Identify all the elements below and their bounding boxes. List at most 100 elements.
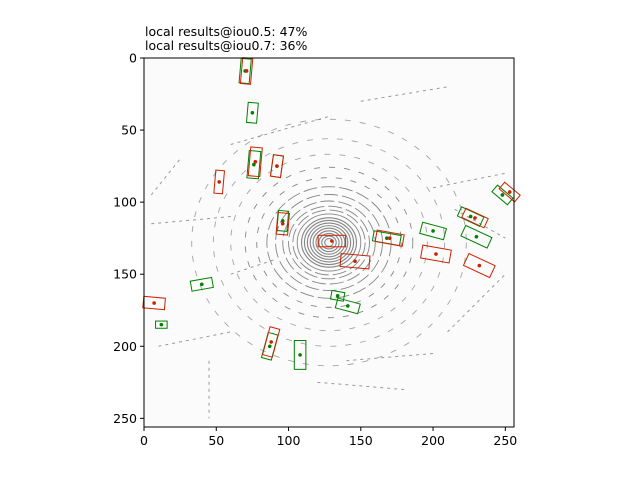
- point-segment: [150, 158, 181, 196]
- point-ring: [266, 186, 392, 299]
- point-ring: [321, 235, 337, 250]
- predicted-box: [213, 169, 226, 195]
- predicted-box-center: [477, 263, 482, 268]
- point-segment: [360, 86, 448, 102]
- point-ring: [244, 166, 414, 319]
- y-tick-label: 0: [129, 51, 137, 66]
- y-tick-label: 200: [113, 339, 137, 354]
- ground-truth-box: [293, 340, 307, 370]
- predicted-box-center: [269, 340, 273, 344]
- predicted-box-center: [244, 69, 249, 73]
- predicted-box: [247, 146, 263, 178]
- ground-truth-box-outline: [491, 184, 514, 206]
- point-ring: [300, 217, 358, 268]
- ground-truth-box-center: [159, 322, 164, 327]
- predicted-box-outline: [269, 154, 285, 179]
- predicted-box-center: [507, 190, 512, 194]
- point-ring: [296, 213, 362, 272]
- predicted-box-center: [275, 164, 279, 168]
- predicted-box-outline: [317, 234, 347, 248]
- point-ring: [230, 153, 428, 332]
- ground-truth-box-outline: [155, 320, 168, 329]
- predicted-box-center: [353, 259, 357, 264]
- predicted-box-center: [280, 221, 285, 226]
- ground-truth-box-center: [298, 353, 302, 357]
- ground-truth-box-center: [267, 344, 272, 349]
- predicted-box-outline: [374, 229, 405, 247]
- x-tick-label: 100: [277, 433, 301, 448]
- y-axis: 0 50 100 150 200 250: [113, 51, 144, 426]
- y-tick-label: 250: [113, 411, 137, 426]
- predicted-box-outline: [261, 326, 281, 358]
- predicted-box: [498, 181, 521, 203]
- y-tick-label: 50: [121, 123, 137, 138]
- predicted-box-center: [434, 252, 438, 256]
- chart-title-line-2: local results@iou0.7: 36%: [145, 38, 308, 53]
- y-tick-label: 150: [113, 267, 137, 282]
- x-axis: 0 50 100 150 200 250: [140, 427, 517, 448]
- ground-truth-box: [189, 276, 214, 292]
- predicted-box: [420, 244, 452, 264]
- ground-truth-box-outline: [238, 57, 252, 85]
- y-tick-label: 100: [113, 195, 137, 210]
- ground-truth-box-center: [250, 110, 255, 115]
- predicted-box: [317, 234, 347, 248]
- ground-truth-box: [491, 184, 514, 206]
- ground-truth-box-center: [345, 304, 350, 308]
- predicted-boxes: [142, 57, 521, 358]
- predicted-box-center: [330, 239, 334, 243]
- ground-truth-box-outline: [460, 224, 493, 249]
- ground-truth-box-center: [335, 294, 340, 298]
- ground-truth-box-center: [474, 234, 479, 239]
- point-ring: [282, 200, 376, 285]
- ground-truth-box-center: [500, 193, 505, 197]
- point-ring: [318, 232, 340, 253]
- ground-truth-box-outline: [246, 149, 262, 180]
- ground-truth-box: [245, 101, 259, 124]
- predicted-box-center: [152, 301, 156, 305]
- ground-truth-box: [334, 297, 361, 315]
- ground-truth-box-center: [468, 214, 473, 219]
- predicted-box-outline: [420, 244, 452, 264]
- plot-frame: [143, 57, 515, 428]
- point-ring: [315, 230, 343, 255]
- predicted-box-outline: [247, 146, 263, 178]
- ground-truth-box-center: [280, 219, 285, 223]
- point-segment: [432, 172, 506, 189]
- predicted-box-center: [217, 180, 221, 184]
- point-ring: [303, 219, 355, 266]
- point-ring: [312, 227, 346, 258]
- ground-truth-box: [456, 206, 485, 227]
- ground-truth-box-center: [252, 162, 256, 167]
- ground-truth-box-center: [431, 229, 435, 233]
- x-tick-label: 250: [493, 433, 517, 448]
- point-ring: [288, 205, 370, 280]
- x-tick-label: 50: [208, 433, 224, 448]
- lidar-point-cloud: [150, 86, 506, 419]
- point-ring: [191, 118, 467, 367]
- predicted-box: [462, 252, 496, 279]
- ground-truth-box-outline: [456, 206, 485, 227]
- x-tick-label: 200: [421, 433, 445, 448]
- point-ring: [306, 222, 352, 263]
- x-tick-label: 150: [349, 433, 373, 448]
- point-segment: [230, 259, 275, 275]
- predicted-box: [261, 326, 281, 358]
- ground-truth-box: [460, 224, 493, 249]
- predicted-box-outline: [461, 207, 489, 229]
- ground-truth-box-outline: [293, 340, 307, 370]
- ground-truth-box-center: [200, 282, 204, 287]
- predicted-box: [275, 211, 290, 236]
- predicted-box: [339, 252, 371, 270]
- predicted-box-outline: [275, 211, 290, 236]
- predicted-box: [374, 229, 405, 247]
- ground-truth-box: [155, 320, 168, 329]
- ground-truth-box-outline: [245, 101, 259, 124]
- predicted-box: [461, 207, 489, 229]
- predicted-box-outline: [339, 252, 371, 270]
- predicted-box-center: [473, 216, 477, 220]
- point-segment: [158, 331, 231, 347]
- ground-truth-box-outline: [189, 276, 214, 292]
